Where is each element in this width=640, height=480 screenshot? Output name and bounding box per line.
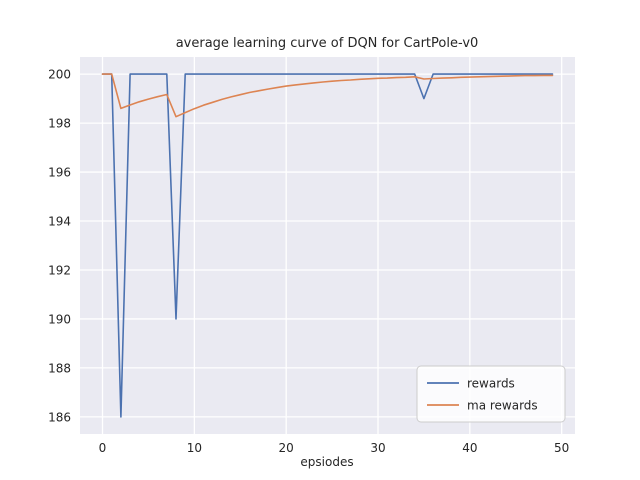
y-tick-label: 198 [48, 117, 71, 131]
y-tick-label: 196 [48, 166, 71, 180]
x-tick-label: 40 [462, 441, 477, 455]
x-tick-label: 20 [279, 441, 294, 455]
legend-label: ma rewards [467, 399, 538, 413]
x-tick-label: 0 [99, 441, 107, 455]
x-tick-label: 30 [370, 441, 385, 455]
y-tick-label: 186 [48, 410, 71, 424]
y-tick-label: 200 [48, 68, 71, 82]
x-axis-label: epsiodes [300, 455, 353, 469]
y-tick-label: 194 [48, 215, 71, 229]
legend-box [416, 365, 566, 423]
series-line-rewards [101, 73, 554, 418]
series-line-ma-rewards [101, 73, 554, 118]
x-tick-label: 50 [554, 441, 569, 455]
y-tick-label: 192 [48, 263, 71, 277]
y-tick-label: 188 [48, 361, 71, 375]
legend-label: rewards [467, 377, 515, 391]
chart-title: average learning curve of DQN for CartPo… [176, 36, 479, 51]
x-tick-label: 10 [187, 441, 202, 455]
y-tick-label: 190 [48, 312, 71, 326]
